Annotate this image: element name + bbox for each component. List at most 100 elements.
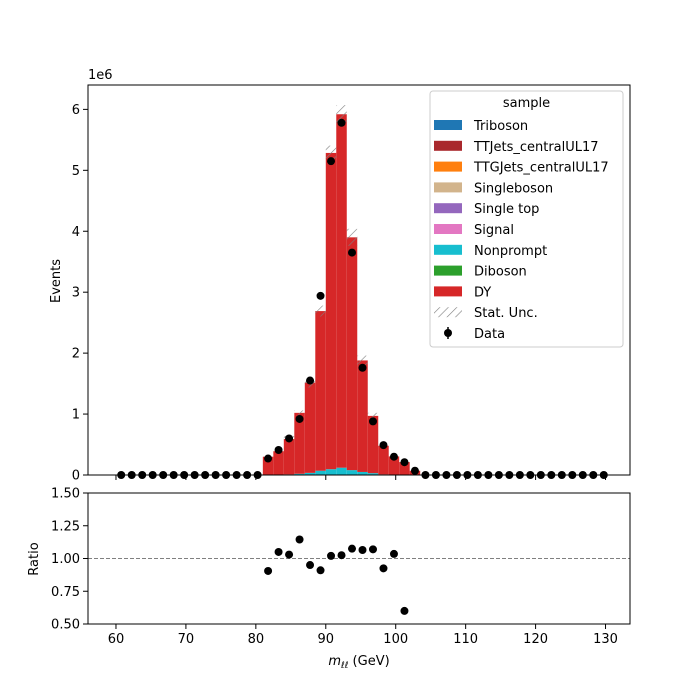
main-plot-panel: 0 1 2 3 4 5 6 1e6 Events sample Triboson TTJets_…: [49, 68, 631, 484]
ratio-points: [264, 535, 409, 615]
bar-dy-22: [346, 237, 358, 471]
stat-unc-19: [315, 305, 326, 317]
ratio-y-tick-label-3: 1.25: [51, 519, 80, 534]
legend-swatch-ttgjets-centralul17: [434, 161, 462, 172]
legend-label-nonprompt: Nonprompt: [474, 244, 547, 259]
main-y-axis-label: Events: [49, 259, 64, 303]
ratio-point-6: [327, 551, 336, 560]
ratio-point-4: [306, 561, 315, 570]
bar-nonprompt-18: [304, 472, 316, 475]
legend-label-ttjets-centralul17: TTJets_centralUL17: [473, 140, 599, 155]
data-point-15: [274, 446, 283, 455]
legend-label-stat-unc: Stat. Unc.: [474, 306, 538, 321]
bar-nonprompt-22: [346, 470, 358, 475]
stat-unc-17: [294, 410, 305, 416]
legend-swatch-triboson: [434, 120, 462, 130]
main-y-tick-label-1: 1: [72, 408, 80, 423]
legend-swatch-diboson: [434, 265, 462, 276]
data-point-20: [327, 157, 336, 166]
ratio-y-ticks: 0.50 0.75 1.00 1.25 1.50: [51, 487, 88, 633]
bar-dy-26: [388, 456, 400, 475]
main-y-tick-label-6: 6: [72, 103, 80, 118]
legend-swatch-ttjets-centralul17: [434, 140, 462, 151]
data-point-27: [400, 458, 409, 467]
stat-unc-22: [346, 228, 358, 246]
stat-unc-24: [367, 412, 379, 419]
ratio-point-1: [274, 547, 283, 556]
ratio-point-2: [285, 550, 294, 559]
data-point-26: [389, 452, 398, 461]
main-y-tick-label-2: 2: [72, 347, 80, 362]
legend-label-single-top: Single top: [474, 202, 539, 217]
data-point-22: [348, 248, 357, 257]
bar-dy-25: [378, 445, 389, 475]
main-x-ticks: [115, 475, 607, 480]
main-y-tick-label-0: 0: [72, 469, 80, 484]
bar-dy-14: [262, 456, 274, 475]
data-point-14: [264, 454, 273, 463]
data-point-23: [358, 363, 367, 372]
legend-data-marker: [444, 329, 452, 337]
data-point-24: [368, 417, 377, 426]
y-axis-multiplier: 1e6: [88, 68, 113, 83]
ratio-y-tick-label-4: 1.50: [51, 487, 80, 502]
x-axis-label-symbol: m: [328, 654, 341, 669]
ratio-x-tick-label-0: 60: [108, 632, 125, 647]
ratio-y-tick-label-2: 1.00: [51, 552, 80, 567]
x-axis-label-unit: (GeV): [348, 654, 389, 669]
ratio-plot-panel: 0.50 0.75 1.00 1.25 1.50 60 70 80 90 100 110 120 13…: [27, 487, 631, 671]
main-y-tick-label-4: 4: [72, 225, 80, 240]
bar-dy-27: [399, 462, 410, 475]
legend-swatch-single-top: [434, 203, 462, 214]
bar-nonprompt-21: [336, 467, 347, 475]
legend-label-data: Data: [474, 327, 505, 342]
ratio-point-11: [379, 564, 388, 573]
ratio-point-5: [316, 566, 325, 575]
bar-dy-18: [304, 382, 316, 473]
ratio-x-tick-label-7: 130: [593, 632, 618, 647]
ratio-point-3: [295, 535, 304, 544]
legend-label-triboson: Triboson: [473, 119, 528, 134]
main-y-tick-label-3: 3: [72, 286, 80, 301]
bar-nonprompt-17: [294, 473, 305, 475]
x-axis-label: mℓℓ (GeV): [328, 654, 389, 671]
bar-dy-17: [294, 412, 305, 474]
ratio-point-7: [337, 551, 346, 560]
ratio-point-10: [368, 545, 377, 554]
bar-dy-16: [283, 439, 295, 475]
legend-swatch-dy: [434, 286, 462, 297]
bar-dy-20: [325, 152, 337, 470]
ratio-point-13: [400, 606, 409, 615]
ratio-point-8: [348, 544, 357, 553]
ratio-y-tick-label-0: 0.50: [51, 618, 80, 633]
ratio-x-tick-label-3: 90: [318, 632, 335, 647]
bar-nonprompt-24: [367, 473, 379, 475]
stat-unc-23: [357, 355, 368, 366]
ratio-plot-frame: [87, 492, 631, 625]
data-point-16: [285, 434, 294, 443]
data-point-25: [379, 441, 388, 450]
main-plot-frame: [87, 84, 631, 476]
bar-dy-19: [315, 311, 326, 471]
legend-swatch-nonprompt: [434, 244, 462, 255]
ratio-x-tick-label-4: 100: [383, 632, 408, 647]
ratio-y-axis-label: Ratio: [27, 542, 42, 575]
ratio-x-tick-label-5: 110: [453, 632, 478, 647]
legend-title: sample: [503, 96, 550, 111]
ratio-x-tick-label-2: 80: [248, 632, 265, 647]
data-point-17: [295, 414, 304, 423]
ratio-point-12: [389, 549, 398, 558]
ratio-y-tick-label-1: 0.75: [51, 585, 80, 600]
data-point-18: [306, 376, 315, 385]
legend-label-ttgjets-centralul17: TTGJets_centralUL17: [473, 161, 609, 176]
bar-nonprompt-20: [325, 469, 337, 475]
ratio-x-ticks: 60 70 80 90 100 110 120 130: [108, 624, 618, 647]
legend-label-singleboson: Singleboson: [474, 181, 553, 196]
x-axis-label-subscript: ℓℓ: [340, 661, 348, 671]
bar-dy-15: [273, 451, 284, 475]
legend-swatch-signal: [434, 224, 462, 234]
stacked-histogram: [262, 114, 421, 475]
legend-label-diboson: Diboson: [474, 265, 527, 280]
bar-nonprompt-19: [315, 470, 326, 475]
